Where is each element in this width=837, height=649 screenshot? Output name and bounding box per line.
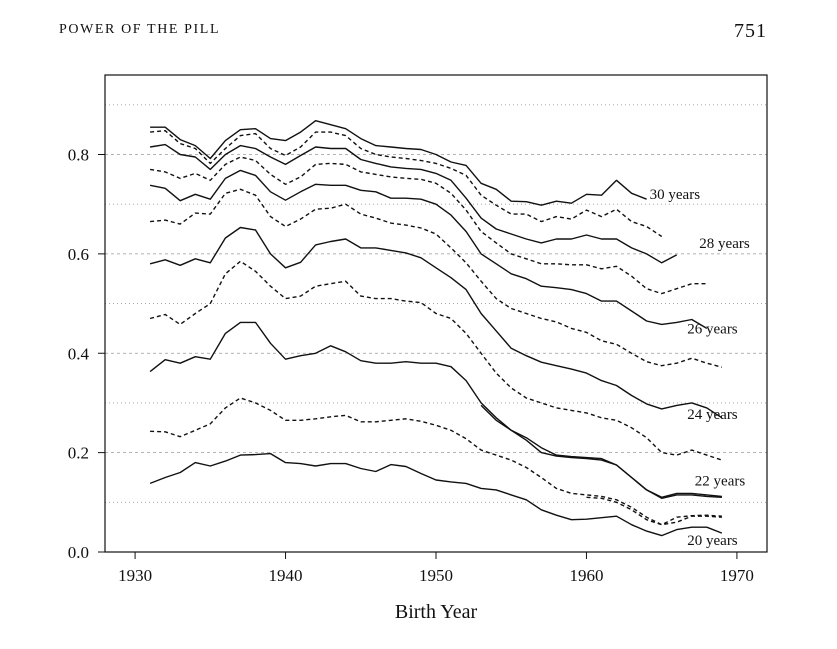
page-number: 751 [734, 20, 767, 42]
series-label: 28 years [699, 236, 750, 252]
series-line-5 [149, 321, 722, 499]
series-line-6 [149, 260, 723, 461]
series-line-4 [150, 397, 722, 526]
series-line-13 [150, 119, 647, 206]
series-label: 24 years [687, 407, 738, 423]
y-tick-label: 0.6 [68, 245, 89, 264]
series-line-9 [149, 169, 708, 330]
x-tick-label: 1930 [118, 566, 152, 585]
running-head: POWER OF THE PILL [59, 22, 221, 37]
x-tick-label: 1940 [269, 566, 303, 585]
series-labels: 30 years 28 years 26 years 24 years 22 years… [650, 187, 750, 549]
series-label: 20 years [687, 533, 738, 549]
y-tick-label: 0.8 [68, 146, 89, 165]
x-tick-label: 1960 [569, 566, 603, 585]
series-label: 26 years [687, 321, 738, 337]
series-label: 22 years [695, 473, 746, 489]
series-label: 30 years [650, 187, 701, 203]
y-tick-label: 0.0 [68, 543, 89, 562]
x-tick-label: 1970 [720, 566, 754, 585]
y-tick-label: 0.2 [68, 444, 89, 463]
series-line-3 [480, 404, 722, 498]
series-line-8 [150, 188, 723, 368]
x-tick-label: 1950 [419, 566, 453, 585]
x-axis-title: Birth Year [395, 601, 478, 623]
series-line-12 [150, 129, 663, 238]
series-group [149, 119, 723, 537]
series-line-11 [149, 143, 678, 264]
series-line-1 [149, 452, 723, 537]
series-line-2 [586, 496, 722, 526]
series-line-10 [149, 156, 707, 295]
y-tick-label: 0.4 [68, 344, 90, 363]
series-line-7 [149, 226, 723, 419]
axis-ticks: 1930 1940 1950 1960 1970 0.0 0.2 0.4 0.6 0.8 [68, 146, 754, 586]
